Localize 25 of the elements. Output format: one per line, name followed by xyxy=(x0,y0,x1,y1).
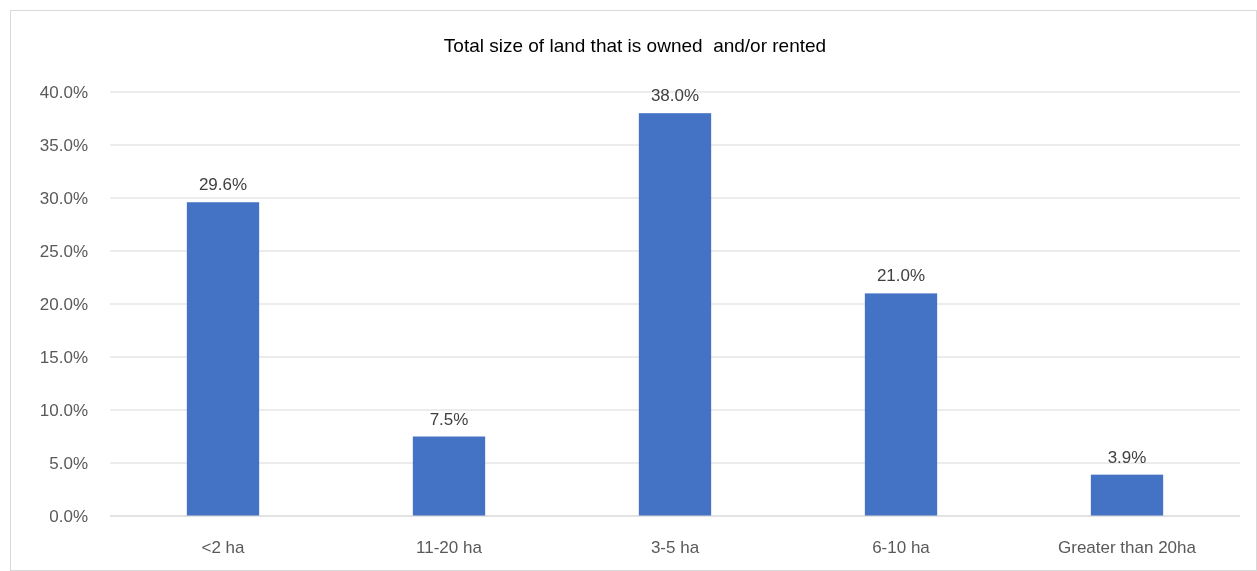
y-tick-label: 25.0% xyxy=(39,241,88,261)
data-label: 7.5% xyxy=(429,409,469,429)
x-tick-label: 6-10 ha xyxy=(872,538,931,557)
bar xyxy=(638,113,712,516)
bar xyxy=(186,202,260,516)
data-label: 3.9% xyxy=(1107,447,1147,467)
y-tick-label: 10.0% xyxy=(39,400,88,420)
x-tick-label: 3-5 ha xyxy=(650,538,700,557)
y-tick-label: 30.0% xyxy=(39,188,88,208)
y-tick-label: 5.0% xyxy=(49,453,88,473)
bar xyxy=(864,293,938,516)
x-tick-label: Greater than 20ha xyxy=(1058,538,1197,557)
chart-title: Total size of land that is owned and/or rented xyxy=(443,35,827,56)
data-label: 38.0% xyxy=(650,86,700,106)
data-label: 29.6% xyxy=(198,175,248,195)
data-label: 21.0% xyxy=(876,266,926,286)
y-tick-label: 15.0% xyxy=(39,347,88,367)
y-tick-label: 40.0% xyxy=(39,82,88,102)
y-tick-label: 35.0% xyxy=(39,135,88,155)
bar xyxy=(1090,474,1164,516)
x-tick-label: 11-20 ha xyxy=(416,538,483,557)
x-tick-label: <2 ha xyxy=(201,538,246,557)
bar xyxy=(412,436,486,516)
y-tick-label: 20.0% xyxy=(39,294,88,314)
y-tick-label: 0.0% xyxy=(49,506,88,526)
